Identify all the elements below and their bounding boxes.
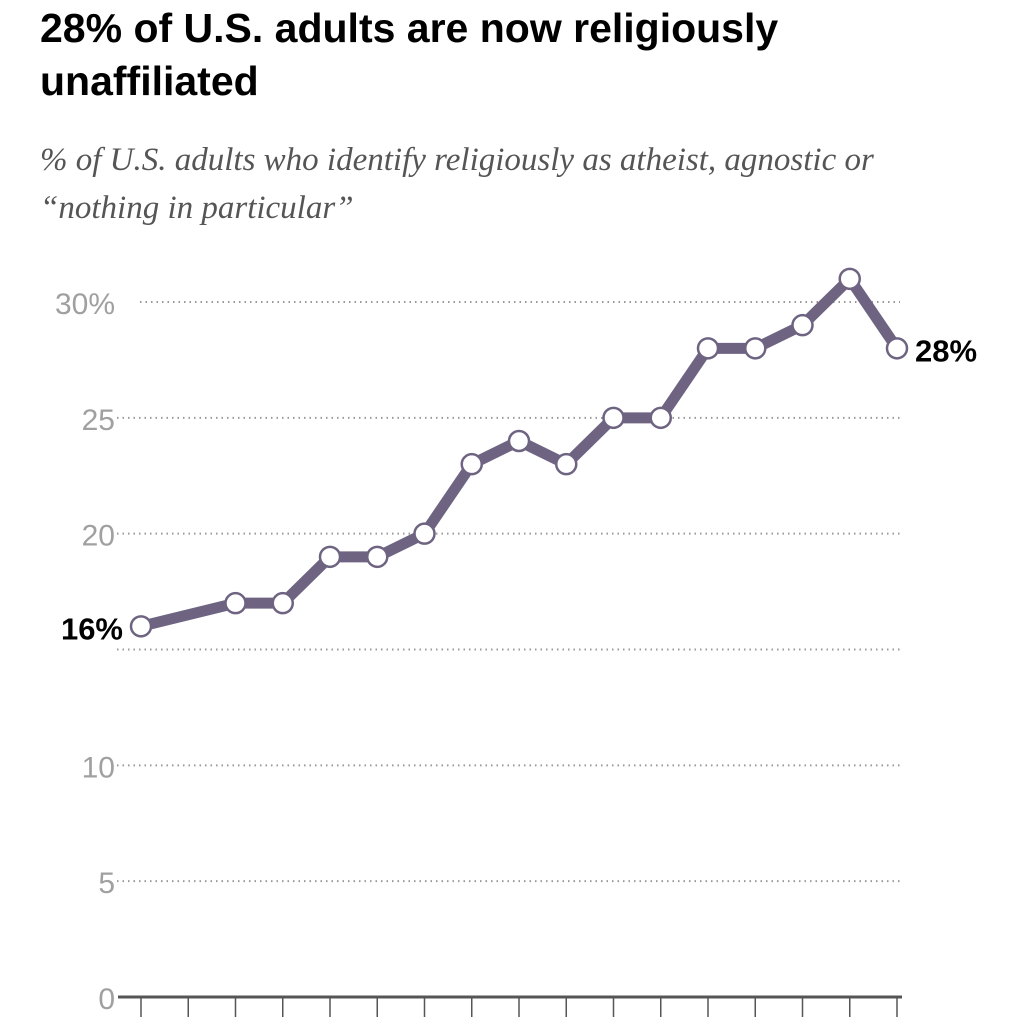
y-tick-label: 30% bbox=[55, 288, 115, 321]
data-label-last: 28% bbox=[915, 333, 977, 368]
data-point bbox=[366, 545, 389, 569]
data-point bbox=[271, 591, 294, 615]
data-point bbox=[649, 406, 672, 430]
data-point bbox=[460, 452, 483, 476]
data-point bbox=[507, 429, 531, 453]
data-point bbox=[744, 337, 767, 360]
data-point bbox=[318, 545, 342, 569]
data-point bbox=[696, 337, 720, 360]
data-point bbox=[413, 522, 436, 545]
series-line bbox=[139, 273, 902, 632]
y-tick-label: 0 bbox=[98, 983, 115, 1016]
data-point bbox=[838, 267, 861, 291]
data-label-first: 16% bbox=[61, 611, 123, 646]
data-point bbox=[602, 406, 625, 430]
data-point bbox=[129, 615, 153, 638]
chart-subtitle: % of U.S. adults who identify religiousl… bbox=[40, 142, 874, 226]
y-tick-label: 25 bbox=[82, 404, 115, 437]
data-point bbox=[555, 452, 578, 476]
data-point bbox=[224, 591, 247, 615]
data-point bbox=[791, 313, 814, 337]
y-tick-label: 20 bbox=[82, 520, 115, 553]
y-tick-label: 5 bbox=[98, 867, 115, 900]
chart-title: 28% of U.S. adults are now religiously u… bbox=[40, 5, 779, 104]
y-tick-label: 10 bbox=[82, 751, 115, 784]
data-point bbox=[885, 337, 909, 360]
